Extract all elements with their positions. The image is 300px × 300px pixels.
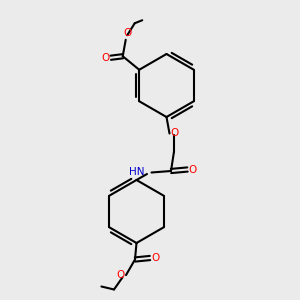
Text: O: O: [101, 53, 110, 63]
Text: O: O: [189, 164, 197, 175]
Text: HN: HN: [129, 167, 145, 177]
Text: O: O: [151, 253, 160, 263]
Text: O: O: [123, 28, 131, 38]
Text: O: O: [116, 269, 125, 280]
Text: O: O: [171, 128, 179, 138]
